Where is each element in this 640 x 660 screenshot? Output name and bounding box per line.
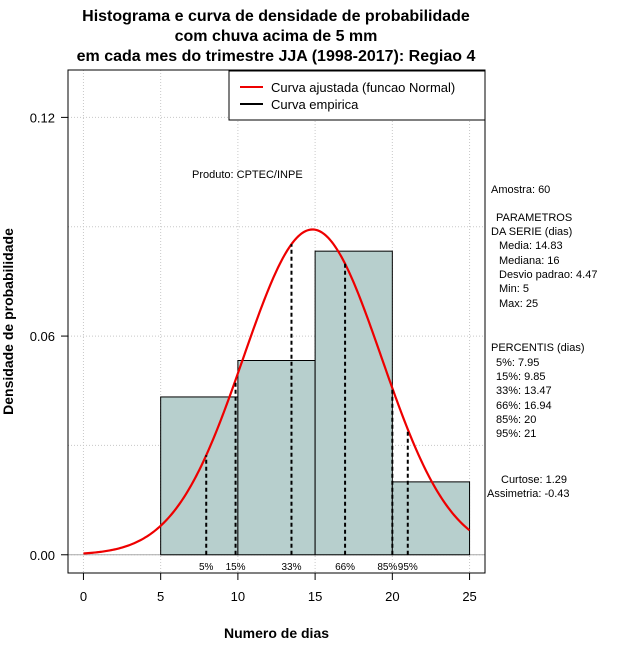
histogram-bars (160, 250, 471, 556)
stats-line: Min: 5 (499, 283, 529, 295)
legend-box (228, 70, 486, 121)
y-axis-label: Densidade de probabilidade (0, 228, 16, 415)
product-credit: Produto: CPTEC/INPE (192, 169, 303, 181)
percentile-label: 66% (335, 562, 355, 573)
percentile-label: 85% (377, 562, 397, 573)
histogram-bar (160, 396, 239, 556)
annotations: Histograma e curva de densidade de proba… (77, 8, 598, 500)
axes: 0 5 10 15 20 25 0.00 0.06 0.12 Numero de dias Dens… (0, 110, 477, 641)
normal-fit-curve (83, 228, 471, 555)
y-tick-label: 0.12 (30, 110, 55, 125)
stats-line: 85%: 20 (496, 414, 536, 426)
percentile-lines: 5% 15% 33% 66% 85% 95% (199, 244, 418, 573)
plot-frame (67, 69, 486, 574)
stats-line: 15%: 9.85 (496, 371, 546, 383)
stats-line: DA SERIE (dias) (491, 226, 572, 238)
stats-line: Desvio padrao: 4.47 (499, 269, 597, 281)
x-tick-label: 0 (80, 589, 87, 604)
legend: Curva ajustada (funcao Normal) Curva empi… (228, 70, 486, 121)
stats-line: Max: 25 (499, 298, 538, 310)
stats-line: PARAMETROS (496, 212, 572, 224)
stats-line: 5%: 7.95 (496, 357, 539, 369)
histogram-bar (314, 250, 393, 556)
stats-line: Amostra: 60 (491, 184, 550, 196)
stats-line: Media: 14.83 (499, 240, 563, 252)
stats-line: 95%: 21 (496, 428, 536, 440)
legend-label: Curva empirica (271, 97, 359, 112)
chart-title-line: Histograma e curva de densidade de proba… (82, 8, 470, 25)
stats-line: 33%: 13.47 (496, 385, 552, 397)
x-tick-label: 5 (157, 589, 164, 604)
percentile-label: 5% (199, 562, 214, 573)
x-tick-label: 20 (385, 589, 399, 604)
percentile-label: 15% (226, 562, 246, 573)
stats-line: Assimetria: -0.43 (487, 488, 570, 500)
percentile-label: 95% (398, 562, 418, 573)
x-tick-label: 15 (308, 589, 322, 604)
x-tick-label: 25 (462, 589, 476, 604)
plot-border (67, 69, 486, 574)
chart-title-line: com chuva acima de 5 mm (175, 28, 378, 45)
y-tick-label: 0.06 (30, 329, 55, 344)
y-tick-label: 0.00 (30, 548, 55, 563)
stats-line: Curtose: 1.29 (501, 474, 567, 486)
x-tick-label: 10 (231, 589, 245, 604)
stats-line: 66%: 16.94 (496, 400, 552, 412)
histogram-bar (237, 360, 316, 556)
legend-label: Curva ajustada (funcao Normal) (271, 80, 455, 95)
chart-title-line: em cada mes do trimestre JJA (1998-2017)… (77, 48, 476, 65)
percentile-label: 33% (281, 562, 301, 573)
x-axis-label: Numero de dias (224, 625, 329, 641)
normal-curve-group (83, 228, 471, 555)
stats-line: PERCENTIS (dias) (491, 342, 585, 354)
stats-line: Mediana: 16 (499, 255, 560, 267)
